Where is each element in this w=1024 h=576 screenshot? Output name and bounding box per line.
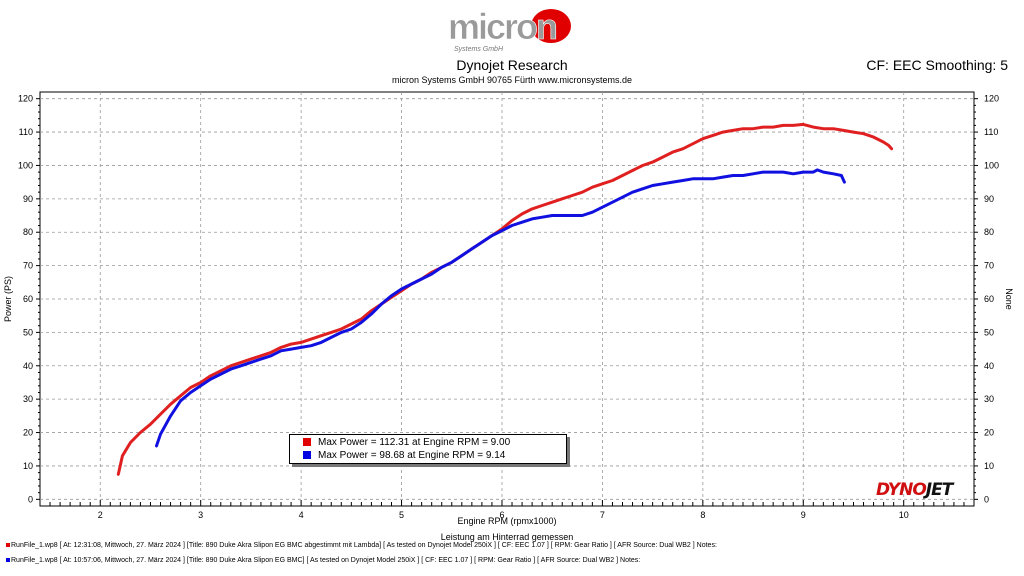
x-tick-label: 7 [600,510,605,520]
x-tick-label: 10 [899,510,909,520]
y-tick-label-right: 100 [984,160,999,170]
y-tick-label: 110 [19,127,33,137]
y-tick-label-right: 30 [984,394,994,404]
x-axis-ticks: 2 3 4 5 6 7 8 9 10 [39,500,975,520]
y-tick-label-right: 10 [984,461,994,471]
y-axis-ticks: 0 0 10 10 20 20 30 30 40 40 50 50 60 60 70 70 80 80 90 90 10… [18,94,999,505]
series-line-red [116,122,894,476]
run-marker-red [6,543,10,548]
run-info-text-1: RunFile_1.wp8 [ At: 12:31:08, Mittwoch, … [11,542,717,549]
y-tick-label-right: 20 [984,428,994,438]
dynojet-logo: DYNOJET [876,480,954,500]
y-tick-label-right: 70 [984,261,994,271]
y-tick-label: 40 [23,361,33,371]
y-tick-label-right: 110 [984,127,998,137]
y-tick-label: 120 [18,94,33,104]
micron-logo: micron Systems GmbH [446,6,578,54]
y-tick-label: 100 [18,160,33,170]
run-info-2: RunFile_1.wp8 [ At: 10:57:06, Mittwoch, … [6,557,640,564]
y-tick-label: 0 [28,494,33,504]
y-tick-label-right: 60 [984,294,994,304]
y-tick-label: 90 [23,194,33,204]
run-info-text-2: RunFile_1.wp8 [ At: 10:57:06, Mittwoch, … [11,557,641,564]
legend-text-blue: Max Power = 98.68 at Engine RPM = 9.14 [318,450,506,461]
y-tick-label: 20 [23,428,33,438]
x-tick-label: 9 [801,510,806,520]
y-tick-label: 30 [23,394,33,404]
dynojet-logo-dyno: DYNO [876,480,927,500]
y-tick-label: 50 [23,327,33,337]
legend-text-red: Max Power = 112.31 at Engine RPM = 9.00 [318,437,511,448]
y-tick-label-right: 40 [984,361,994,371]
x-axis-label: Engine RPM (rpmx1000) [457,516,556,526]
legend-item-blue: Max Power = 98.68 at Engine RPM = 9.14 [303,449,506,462]
y-tick-label: 10 [23,461,33,471]
x-tick-label: 6 [499,510,504,520]
y-tick-label-right: 90 [984,194,994,204]
y-tick-label: 70 [23,261,33,271]
series-lines [116,122,894,476]
x-tick-label: 5 [399,510,404,520]
run-info-1: RunFile_1.wp8 [ At: 12:31:08, Mittwoch, … [6,542,717,549]
run-marker-blue [6,558,10,563]
y-tick-label: 60 [23,294,33,304]
y-axis-label: Power (PS) [3,276,13,322]
legend-swatch-red [303,438,311,446]
logo-subtext: Systems GmbH [454,46,504,53]
legend-item-red: Max Power = 112.31 at Engine RPM = 9.00 [303,436,511,449]
logo-wordmark: micron [448,6,556,47]
x-tick-label: 2 [98,510,103,520]
y-tick-label-right: 120 [984,94,999,104]
legend-swatch-blue [303,451,311,459]
grid-lines [40,92,974,506]
series-line-blue [155,168,846,448]
y-axis-label-right: None [1004,288,1014,310]
chart-title: Dynojet Research [456,57,568,73]
y-tick-label: 80 [23,227,33,237]
footer-note: Leistung am Hinterrad gemessen [441,532,574,542]
legend-box: Max Power = 112.31 at Engine RPM = 9.00 … [289,434,567,464]
y-tick-label-right: 50 [984,327,994,337]
y-tick-label-right: 0 [984,494,989,504]
chart-subtitle: micron Systems GmbH 90765 Fürth www.micr… [391,75,633,85]
y-tick-label-right: 80 [984,227,994,237]
x-tick-label: 3 [198,510,203,520]
x-tick-label: 4 [299,510,304,520]
x-tick-label: 8 [700,510,705,520]
dynojet-logo-jet: JET [925,480,954,500]
correction-factor-label: CF: EEC Smoothing: 5 [866,57,1008,73]
